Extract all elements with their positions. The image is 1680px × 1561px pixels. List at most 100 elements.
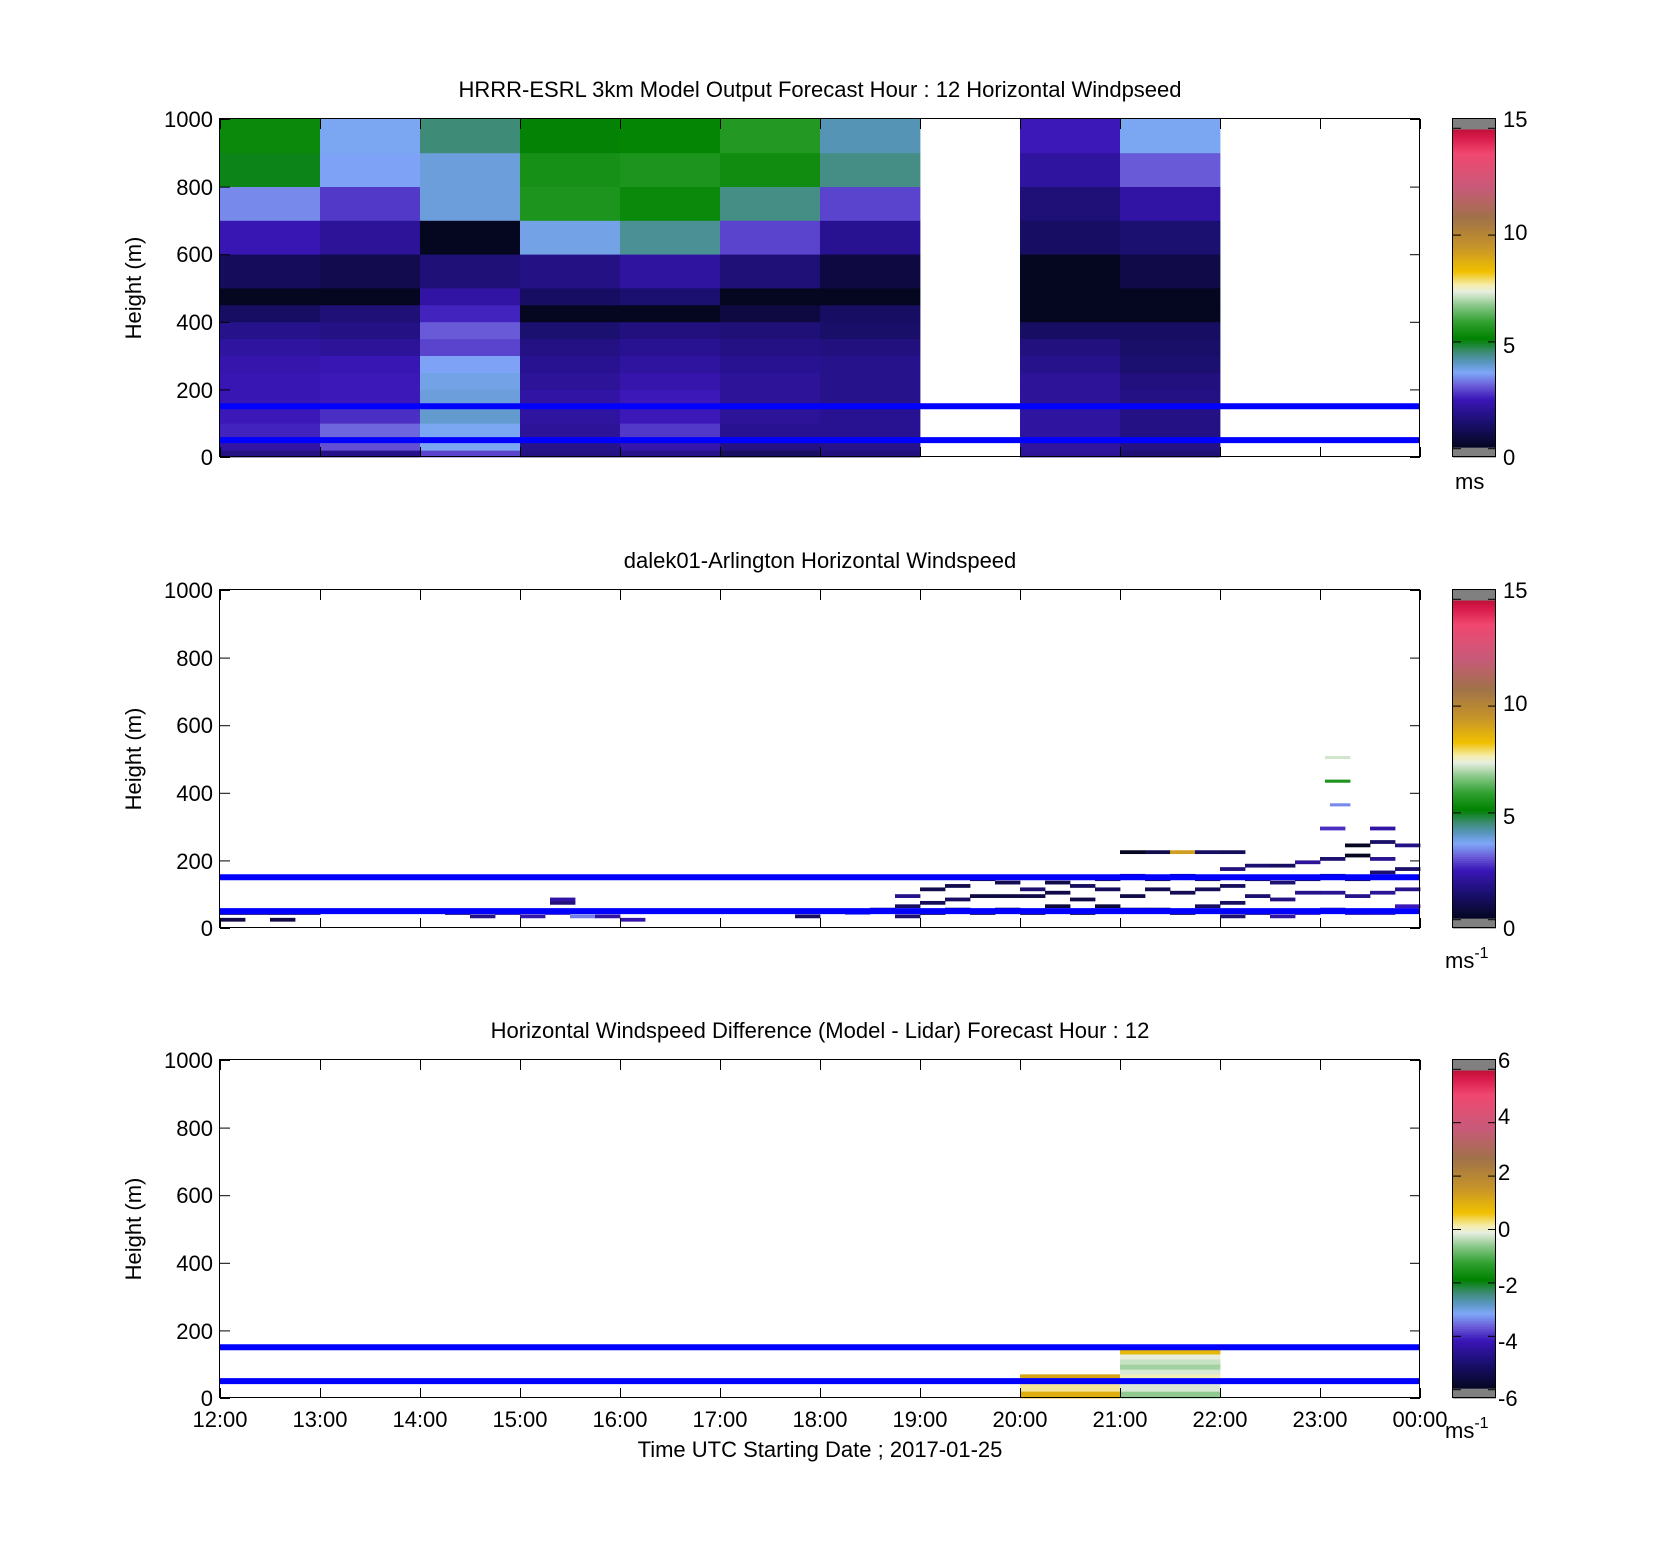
colorbar-segment xyxy=(1453,443,1496,446)
colorbar-segment xyxy=(1453,707,1496,710)
x-tick-label: 22:00 xyxy=(1192,1407,1247,1432)
heatmap-cell xyxy=(1020,406,1121,424)
colorbar-segment xyxy=(1453,916,1496,919)
colorbar-segment xyxy=(1453,1238,1496,1242)
x-tick-label: 20:00 xyxy=(992,1407,1047,1432)
colorbar-segment xyxy=(1453,673,1496,677)
heatmap-cell xyxy=(520,288,621,306)
heatmap-cell xyxy=(1045,890,1071,895)
colorbar-segment xyxy=(1453,737,1496,740)
colorbar-segment xyxy=(1453,1314,1496,1318)
colorbar-segment xyxy=(1453,339,1496,343)
colorbar-segment xyxy=(1453,1332,1496,1335)
colorbar-segment xyxy=(1453,1336,1496,1339)
colorbar-segment xyxy=(1453,1262,1496,1266)
colorbar-segment xyxy=(1453,1175,1496,1178)
colorbar-segment xyxy=(1453,196,1496,200)
colorbar-tick-label: 0 xyxy=(1498,1217,1510,1242)
colorbar-tick-label: -2 xyxy=(1498,1273,1518,1298)
heatmap-cell xyxy=(220,119,321,154)
colorbar-segment xyxy=(1453,323,1496,327)
colorbar-segment xyxy=(1453,1288,1496,1292)
colorbar-segment xyxy=(1453,156,1496,160)
colorbar-segment xyxy=(1453,305,1496,309)
colorbar-segment xyxy=(1453,226,1496,229)
colorbar-segment xyxy=(1453,1234,1496,1238)
colorbar-segment xyxy=(1453,1320,1496,1324)
colorbar-unit: ms-1 xyxy=(1445,945,1489,973)
colorbar-segment xyxy=(1453,880,1496,883)
colorbar-segment xyxy=(1453,804,1496,808)
colorbar-segment xyxy=(1453,808,1496,812)
colorbar-segment xyxy=(1453,776,1496,780)
colorbar-segment xyxy=(1453,437,1496,440)
colorbar-segment xyxy=(1453,411,1496,414)
colorbar-segment xyxy=(1453,1145,1496,1149)
colorbar-segment xyxy=(1453,1181,1496,1184)
colorbar-tick-label: 5 xyxy=(1503,804,1515,829)
heatmap-cell xyxy=(1120,450,1221,458)
plot-frame xyxy=(219,589,1420,928)
colorbar-segment xyxy=(1453,687,1496,691)
colorbar-segment xyxy=(1453,679,1496,683)
heatmap-cell xyxy=(320,389,421,407)
x-tick-label: 14:00 xyxy=(392,1407,447,1432)
colorbar-segment xyxy=(1453,759,1496,762)
colorbar-segment xyxy=(1453,677,1496,681)
colorbar-segment xyxy=(1453,1161,1496,1164)
colorbar-segment xyxy=(1453,1071,1496,1075)
colorbar-segment xyxy=(1453,1077,1496,1081)
colorbar-segment xyxy=(1453,132,1496,136)
heatmap-cell xyxy=(520,450,621,458)
colorbar-segment xyxy=(1453,1294,1496,1298)
colorbar-segment xyxy=(1453,749,1496,752)
colorbar-segment xyxy=(1453,385,1496,389)
colorbar-segment xyxy=(1453,423,1496,426)
heatmap-cell xyxy=(820,254,921,289)
colorbar-segment xyxy=(1453,1205,1496,1208)
colorbar-segment xyxy=(1453,705,1496,708)
colorbar-segment xyxy=(1453,810,1496,814)
colorbar-segment xyxy=(1453,1165,1496,1168)
heatmap-cell xyxy=(1020,887,1046,892)
colorbar-segment xyxy=(1453,1358,1496,1361)
colorbar-segment xyxy=(1453,701,1496,704)
colorbar-segment xyxy=(1453,693,1496,696)
colorbar-segment xyxy=(1453,311,1496,315)
colorbar-segment xyxy=(1453,1125,1496,1129)
colorbar-segment xyxy=(1453,912,1496,915)
heatmap-cell xyxy=(945,884,971,888)
colorbar-segment xyxy=(1453,848,1496,852)
colorbar-segment xyxy=(1453,703,1496,706)
colorbar-segment xyxy=(1453,268,1496,271)
heatmap-cell xyxy=(1395,904,1421,909)
heatmap-cell xyxy=(1395,887,1421,892)
colorbar-segment xyxy=(1453,286,1496,289)
reference-lines xyxy=(220,403,1420,444)
colorbar-segment xyxy=(1453,186,1496,190)
colorbar-segment xyxy=(1453,200,1496,204)
colorbar-segment xyxy=(1453,317,1496,321)
colorbar-segment xyxy=(1453,1173,1496,1176)
colorbar-segment xyxy=(1453,766,1496,770)
heatmap-cell xyxy=(1120,1354,1221,1360)
heatmap-cell xyxy=(220,321,321,340)
colorbar-segment xyxy=(1453,218,1496,221)
heatmap-cell xyxy=(620,220,721,255)
colorbar-segment xyxy=(1453,796,1496,800)
colorbar-segment xyxy=(1453,1179,1496,1182)
colorbar-segment xyxy=(1453,713,1496,716)
colorbar-segment xyxy=(1453,204,1496,208)
colorbar-segment xyxy=(1453,603,1496,607)
colorbar-segment xyxy=(1453,812,1496,816)
heatmap-cell xyxy=(220,254,321,289)
colorbar-segment xyxy=(1453,1215,1496,1218)
heatmap-cell xyxy=(220,152,321,187)
heatmap-cell xyxy=(420,355,521,373)
heatmap-cell xyxy=(420,338,521,356)
colorbar-segment xyxy=(1453,1278,1496,1282)
heatmap-cell xyxy=(1120,1359,1221,1365)
colorbar-segment xyxy=(1453,1252,1496,1256)
colorbar-segment xyxy=(1453,170,1496,174)
heatmap-cell xyxy=(620,321,721,340)
